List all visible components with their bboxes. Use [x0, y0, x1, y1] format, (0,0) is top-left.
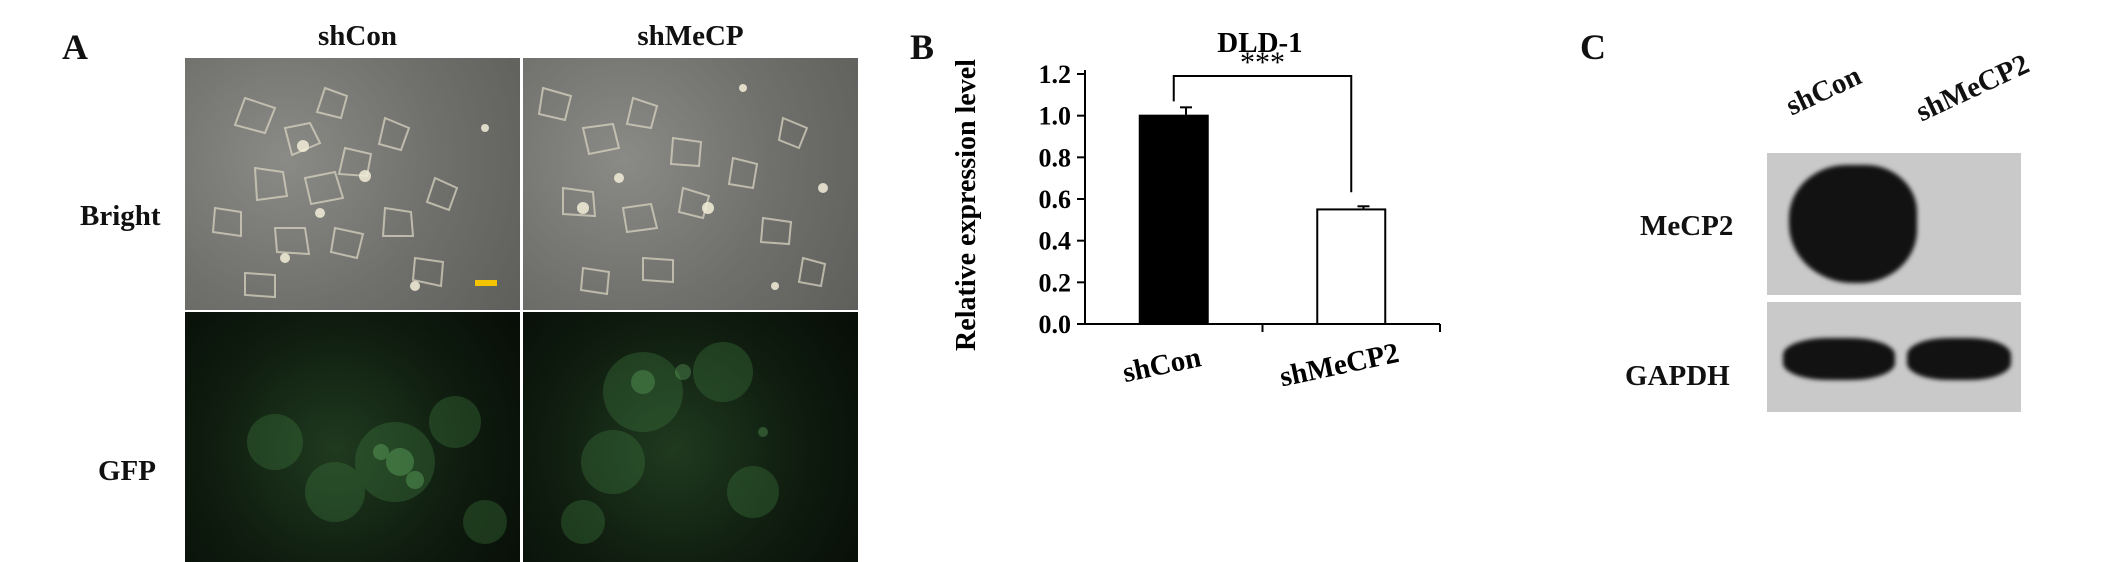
micrograph-bright-shcon — [185, 58, 520, 310]
x-category-label: shCon — [1120, 341, 1204, 389]
scale-bar — [475, 280, 497, 286]
chart-title: DLD-1 — [1217, 30, 1302, 59]
row-label-bright: Bright — [80, 200, 161, 232]
y-tick-label: 0.6 — [1039, 185, 1072, 214]
micrograph-gfp-shcon — [185, 312, 520, 562]
lane-label-shcon: shCon — [1781, 59, 1867, 123]
fluorescence-texture — [561, 342, 779, 544]
y-tick-label: 0.2 — [1039, 268, 1072, 297]
bar — [1316, 208, 1387, 326]
band-mecp2-shcon — [1789, 165, 1917, 283]
band-gapdh-shmecp2 — [1907, 338, 2011, 380]
significance-label: *** — [1240, 46, 1285, 79]
panel-b-label: B — [910, 27, 935, 67]
bar — [1138, 114, 1209, 325]
row-label-gfp: GFP — [98, 455, 156, 487]
blot-mecp2 — [1767, 153, 2021, 295]
cell-texture — [211, 86, 489, 299]
band-gapdh-shcon — [1783, 338, 1895, 380]
panel-c-label: C — [1580, 27, 1606, 67]
blot-gapdh — [1767, 302, 2021, 412]
y-tick-label: 0.4 — [1039, 227, 1072, 256]
cell-texture — [537, 84, 828, 296]
micrograph-gfp-shmecp — [523, 312, 858, 562]
fluorescence-texture — [247, 396, 507, 544]
panel-a-label: A — [62, 27, 88, 67]
significance-bracket — [1172, 75, 1353, 193]
bar-chart: DLD-1 Relative expression level 0.0 0.2 0.4 0… — [951, 30, 1441, 393]
lane-label-shmecp2: shMeCP2 — [1911, 48, 2035, 129]
y-tick-label: 0.0 — [1039, 310, 1072, 339]
column-label-shcon: shCon — [318, 20, 397, 52]
blot-label-mecp2: MeCP2 — [1640, 210, 1734, 242]
y-tick-label: 1.0 — [1039, 102, 1072, 131]
x-category-label: shMeCP2 — [1277, 337, 1402, 393]
y-axis-label: Relative expression level — [951, 59, 982, 351]
column-label-shmecp: shMeCP — [637, 20, 744, 52]
y-tick-label: 1.2 — [1039, 60, 1072, 89]
blot-label-gapdh: GAPDH — [1625, 360, 1730, 392]
micrograph-bright-shmecp — [523, 58, 858, 310]
y-tick-label: 0.8 — [1039, 143, 1072, 172]
